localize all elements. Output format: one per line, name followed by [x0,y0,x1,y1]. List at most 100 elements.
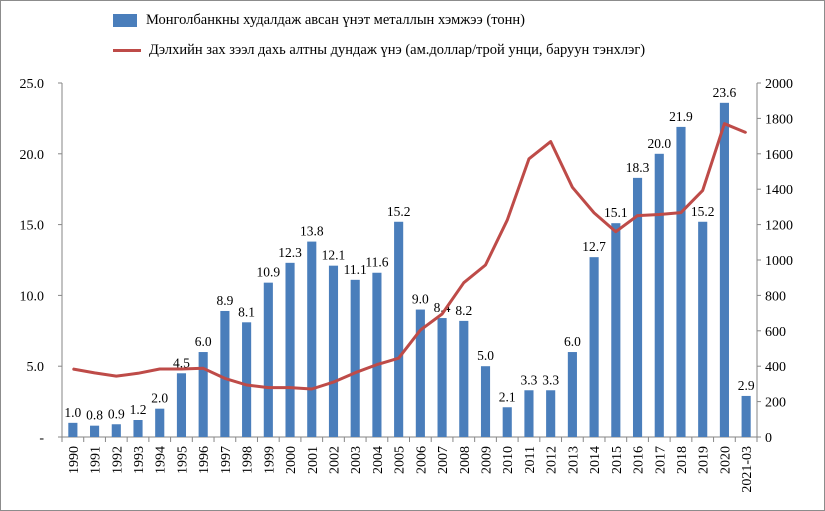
bar-data-label: 5.0 [477,348,494,363]
bar-data-label: 0.8 [86,408,103,423]
bar-data-label: 12.7 [582,239,606,254]
gold-price-point [745,131,747,134]
gold-price-point [462,281,465,284]
left-axis-tick-label: 5.0 [27,360,45,375]
gold-price-point [137,372,139,375]
x-axis-tick-label: 1997 [219,446,234,474]
bar-data-label: 11.1 [344,262,367,277]
gold-price-point [158,368,161,370]
right-axis-tick-label: 0 [765,431,772,446]
bar-data-label: 20.0 [647,136,671,151]
right-axis-tick-label: 400 [765,360,786,375]
bar-data-label: 12.1 [322,248,346,263]
bar [220,310,230,437]
bar [741,395,751,437]
bar [524,390,534,437]
bar [415,309,425,437]
bar [719,102,729,437]
bar-data-label: 2.9 [738,378,755,393]
right-axis-tick-label: 1600 [765,148,793,163]
bar-data-label: 23.6 [713,85,737,100]
bar [155,408,165,437]
x-axis-tick-label: 1994 [154,446,169,474]
gold-price-point [680,211,682,214]
bar [459,320,469,437]
gold-price-line [72,122,747,391]
x-axis-tick-label: 2002 [327,446,342,474]
x-axis-tick-label: 2012 [545,446,560,474]
gold-price-point [506,219,509,221]
bar-data-label: 8.9 [216,293,233,308]
right-axis-tick-label: 1000 [765,254,793,269]
bar [567,352,577,437]
x-axis-tick-label: 1996 [197,446,212,474]
bar-data-label: 10.9 [257,265,281,280]
gold-price-point [115,375,118,377]
gold-price-point [593,212,595,214]
bar-data-label: 6.0 [564,334,581,349]
bar [90,425,100,437]
gold-price-point [93,372,96,374]
bar [350,279,360,437]
left-axis-tick-label: 10.0 [20,289,45,304]
x-axis-tick-label: 2019 [697,446,712,474]
bar-data-label: 8.2 [455,303,472,318]
bar [307,241,317,437]
x-axis-tick-label: 2007 [436,446,451,474]
gold-price-point [441,313,443,315]
x-axis-tick-label: 2016 [632,446,647,474]
bar-data-label: 3.3 [542,372,559,387]
x-axis-tick-label: 2021-03 [740,446,755,493]
x-axis-tick-label: 2008 [458,446,473,474]
gold-price-point [72,368,74,370]
gold-price-point [549,140,552,143]
right-axis-tick-label: 1400 [765,183,793,198]
bar-data-label: 1.0 [64,405,81,420]
bar [632,177,643,437]
gold-price-point [571,186,574,189]
gold-price-point [354,371,357,374]
x-axis-tick-label: 1991 [89,446,104,474]
x-axis-tick-label: 2009 [480,446,495,474]
gold-price-point [636,214,639,217]
legend-bar-label: Монголбанкны худалдаж авсан үнэт металлы… [146,12,525,28]
bar-data-label: 11.6 [365,255,388,270]
right-axis-tick-label: 600 [765,325,786,340]
left-axis-tick-label: 25.0 [20,77,45,92]
bar [502,407,512,437]
x-axis-tick-label: 2010 [501,446,516,474]
gold-price-point [332,381,335,383]
left-axis-tick-label: 15.0 [20,219,45,234]
bar [546,390,556,437]
bar [372,272,382,437]
x-axis-tick-label: 2003 [349,446,364,474]
gold-price-point [245,384,248,386]
left-axis-tick-label: - [39,431,44,446]
gold-price-point [289,386,291,389]
x-axis-tick-label: 2001 [306,446,321,474]
right-axis-tick-label: 2000 [765,77,793,92]
x-axis-tick-label: 1995 [175,446,190,474]
bar-data-label: 12.3 [278,245,302,260]
x-axis-tick-label: 2004 [371,446,386,474]
bar-data-label: 8.4 [434,300,451,315]
right-axis-tick-label: 200 [765,396,786,411]
x-axis-tick-label: 2013 [566,446,581,474]
x-axis-tick-label: 2000 [284,446,299,474]
bar-data-label: 2.0 [151,391,168,406]
bar [654,153,664,438]
bar-data-label: 2.1 [499,389,516,404]
legend-bar-swatch [113,14,137,27]
gold-price-point [484,264,487,266]
legend-item-bars: Монголбанкны худалдаж авсан үнэт металлы… [113,12,525,29]
gold-price-point [310,388,313,390]
bar-data-label: 6.0 [195,334,212,349]
bar-data-label: 4.5 [173,355,190,370]
gold-price-point [224,377,226,380]
right-axis-tick-label: 1800 [765,112,793,127]
bar-data-label: 13.8 [300,224,324,239]
right-axis-tick-label: 1200 [765,219,793,234]
gold-price-point [723,122,726,125]
x-axis-tick-label: 2020 [718,446,733,474]
